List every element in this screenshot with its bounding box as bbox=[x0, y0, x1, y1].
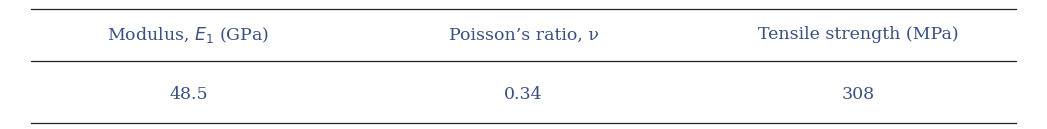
Text: Tensile strength (MPa): Tensile strength (MPa) bbox=[758, 26, 959, 43]
Text: 308: 308 bbox=[842, 86, 875, 103]
Text: 0.34: 0.34 bbox=[505, 86, 542, 103]
Text: Modulus, $E_1$ (GPa): Modulus, $E_1$ (GPa) bbox=[108, 25, 269, 45]
Text: 48.5: 48.5 bbox=[170, 86, 207, 103]
Text: Poisson’s ratio, ν: Poisson’s ratio, ν bbox=[448, 26, 599, 43]
